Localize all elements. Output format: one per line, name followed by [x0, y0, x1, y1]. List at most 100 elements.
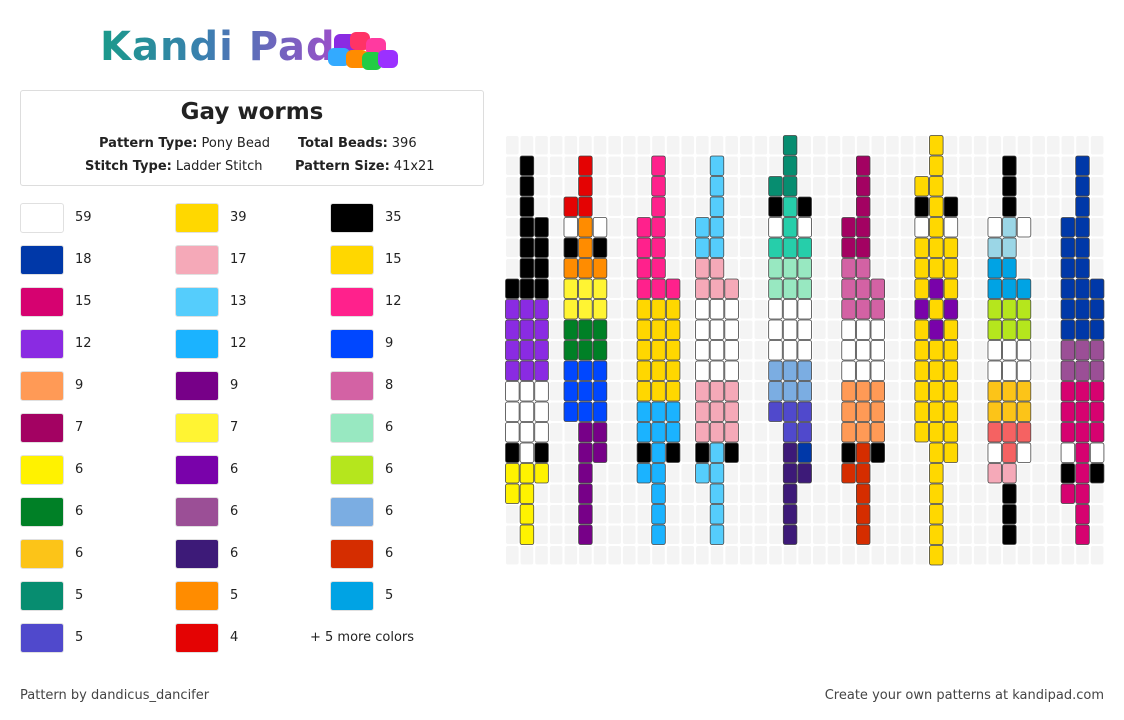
swatch-count: 6 — [75, 462, 84, 477]
grid-cell — [842, 505, 855, 524]
grid-cell — [608, 279, 621, 298]
bead — [1016, 401, 1032, 422]
grid-cell — [871, 525, 885, 544]
bead — [987, 463, 1002, 484]
grid-cell — [622, 361, 636, 380]
bead — [651, 340, 666, 361]
bead — [695, 381, 710, 402]
grid-cell — [959, 423, 972, 442]
bead — [695, 237, 710, 258]
grid-cell — [900, 464, 914, 483]
grid-cell — [739, 505, 753, 524]
bead — [578, 217, 593, 238]
grid-cell — [1090, 238, 1104, 257]
bead — [534, 237, 549, 258]
grid-cell — [900, 156, 914, 175]
bead — [505, 340, 520, 361]
grid-cell — [1003, 546, 1016, 565]
grid-cell — [769, 423, 782, 442]
grid-cell — [959, 279, 972, 298]
grid-cell — [754, 464, 768, 483]
grid-cell — [871, 156, 885, 175]
grid-cell — [652, 546, 665, 565]
swatch-count: 12 — [385, 294, 402, 309]
grid-cell — [681, 546, 695, 565]
grid-cell — [813, 546, 826, 565]
bead — [914, 340, 929, 361]
grid-cell — [739, 423, 753, 442]
grid-cell — [915, 484, 928, 503]
grid-cell — [622, 238, 636, 257]
grid-cell — [1032, 136, 1045, 155]
bead — [855, 176, 871, 197]
swatch — [175, 539, 219, 569]
grid-cell — [564, 443, 578, 462]
bead — [768, 237, 783, 258]
bead — [1016, 217, 1032, 238]
detail: Stitch Type: Ladder Stitch — [85, 159, 263, 174]
bead — [1089, 381, 1105, 402]
bead — [987, 278, 1002, 299]
grid-cell — [666, 156, 680, 175]
grid-cell — [754, 402, 768, 421]
grid-cell — [681, 443, 695, 462]
bead — [855, 504, 871, 525]
bead — [943, 258, 959, 279]
grid-cell — [959, 484, 972, 503]
grid-cell — [754, 382, 768, 401]
bead — [1075, 340, 1090, 361]
bead — [782, 135, 798, 156]
grid-cell — [973, 464, 987, 483]
grid-cell — [871, 259, 885, 278]
bead — [943, 360, 959, 381]
grid-cell — [886, 505, 899, 524]
grid-cell — [973, 484, 987, 503]
grid-cell — [827, 361, 841, 380]
bead — [855, 196, 871, 217]
bead — [519, 463, 535, 484]
grid-cell — [886, 238, 899, 257]
cta[interactable]: Create your own patterns at kandipad.com — [824, 688, 1104, 703]
grid-cell — [1061, 546, 1075, 565]
grid-cell — [564, 464, 578, 483]
bead — [768, 217, 783, 238]
bead — [1075, 196, 1090, 217]
grid-cell — [579, 546, 592, 565]
bead — [870, 360, 886, 381]
bead — [855, 217, 871, 238]
bead — [782, 422, 798, 443]
grid-cell — [1046, 320, 1060, 339]
bead — [724, 299, 739, 320]
grid-cell — [1032, 238, 1045, 257]
logo[interactable]: Kandi Pad — [100, 24, 336, 70]
grid-cell — [1017, 546, 1031, 565]
grid-cell — [871, 505, 885, 524]
grid-cell — [973, 300, 987, 319]
grid-cell — [608, 382, 621, 401]
bead — [1002, 381, 1017, 402]
swatch — [175, 203, 219, 233]
bead — [1075, 442, 1090, 463]
grid-cell — [549, 361, 563, 380]
bead — [855, 483, 871, 504]
bead — [651, 155, 666, 176]
grid-cell — [549, 484, 563, 503]
swatch — [330, 287, 374, 317]
more-colors[interactable]: + 5 more colors — [310, 630, 415, 645]
bead — [782, 155, 798, 176]
swatch-count: 6 — [75, 546, 84, 561]
bead — [519, 340, 535, 361]
grid-cell — [813, 505, 826, 524]
swatch — [330, 203, 374, 233]
grid-cell — [549, 341, 563, 360]
grid-cell — [1076, 546, 1089, 565]
bead — [1089, 340, 1105, 361]
bead — [1002, 360, 1017, 381]
grid-cell — [1017, 197, 1031, 216]
bead — [1002, 319, 1017, 340]
grid-cell — [754, 279, 768, 298]
grid-cell — [593, 136, 607, 155]
bead — [1060, 319, 1076, 340]
swatch-count: 6 — [230, 504, 239, 519]
